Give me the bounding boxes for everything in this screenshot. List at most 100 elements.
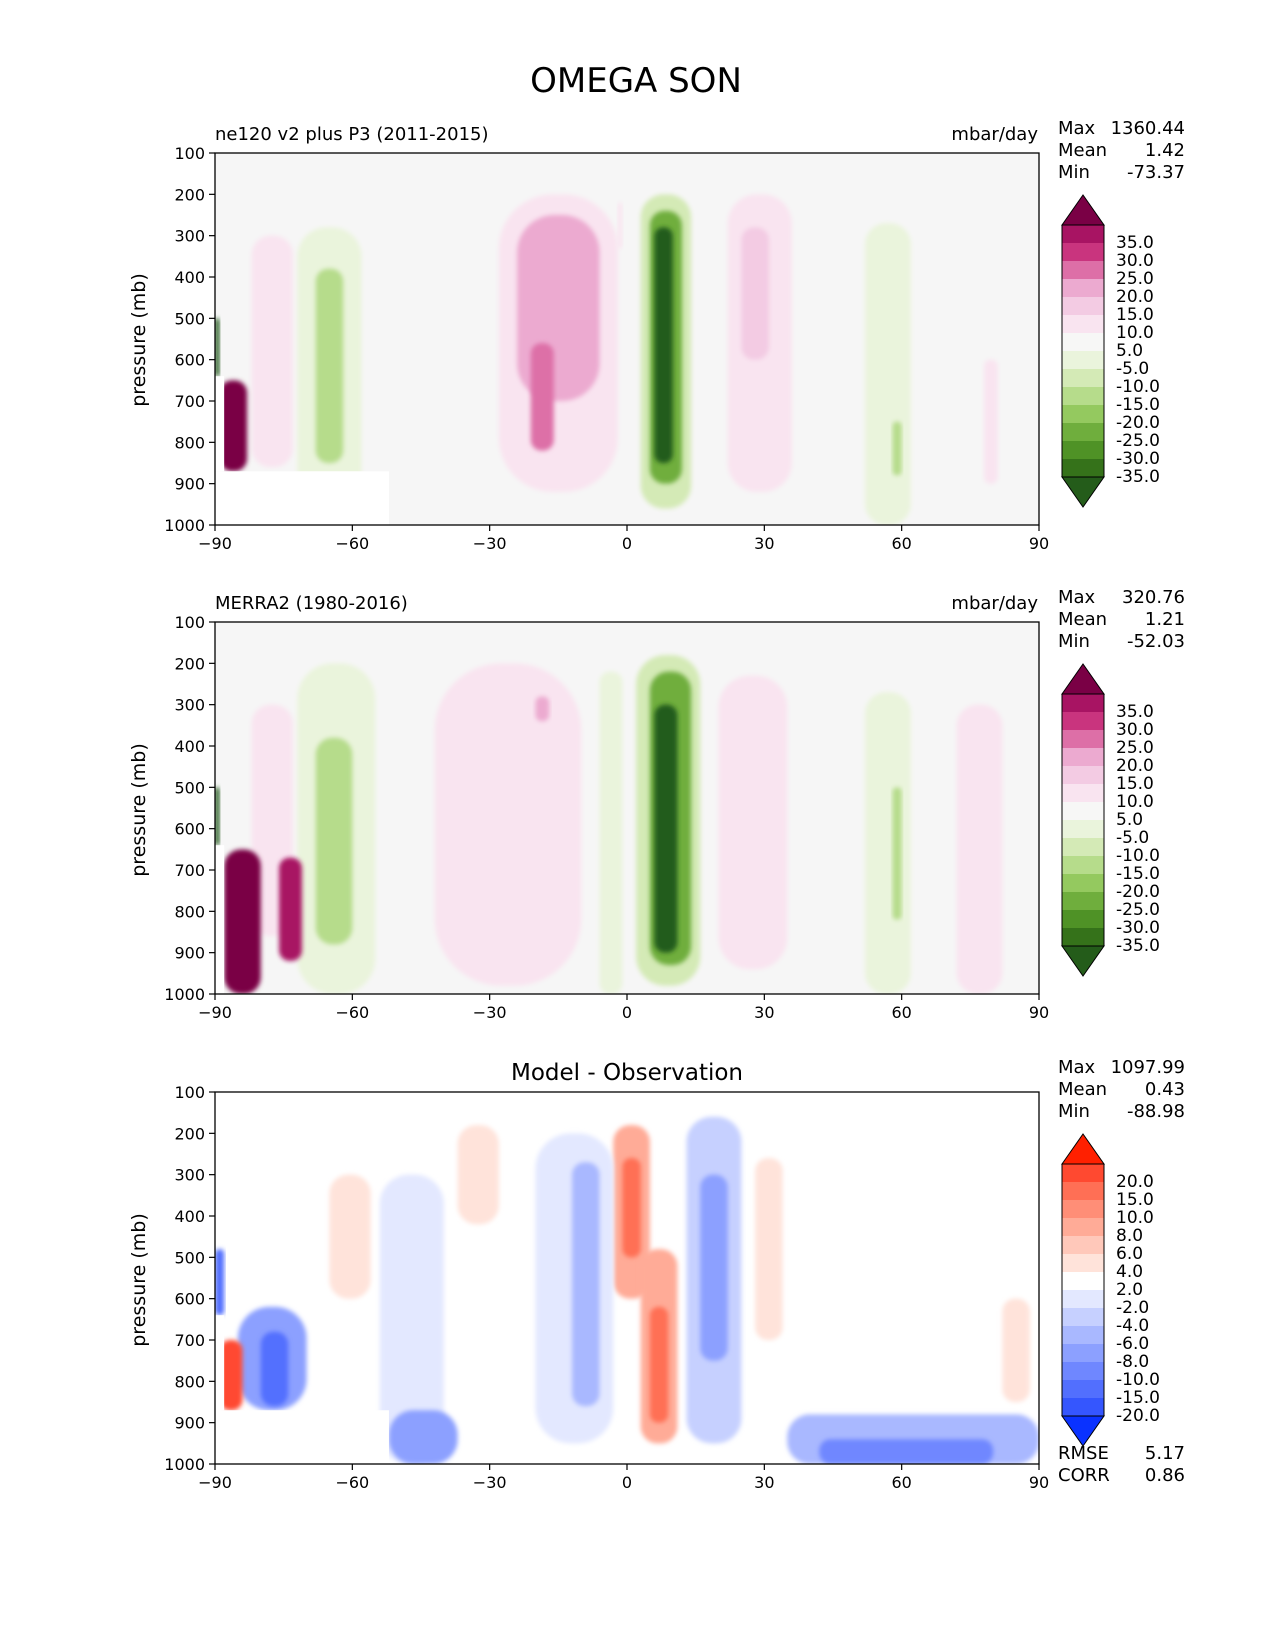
contour-region <box>215 787 220 846</box>
contour-region <box>865 223 911 525</box>
colorbar-label: 5.0 <box>1116 810 1143 830</box>
colorbar-swatch <box>1062 874 1104 892</box>
y-tick-label: 400 <box>174 1207 205 1226</box>
y-tick-label: 900 <box>174 475 205 494</box>
panel-model-min-value: -73.37 <box>1127 162 1185 183</box>
topography-mask <box>215 376 225 472</box>
panel-observation: MERRA2 (1980-2016) mbar/day pressure (mb… <box>128 587 1185 1022</box>
contour-region <box>315 268 344 463</box>
colorbar-swatch <box>1062 225 1104 243</box>
colorbar-swatch <box>1062 1398 1104 1416</box>
x-tick-label: 90 <box>1029 534 1049 553</box>
panel-difference-max-value: 1097.99 <box>1111 1057 1185 1078</box>
colorbar-label: -10.0 <box>1116 1370 1160 1390</box>
panel-model-mean-value: 1.42 <box>1145 140 1185 161</box>
colorbar-swatch <box>1062 423 1104 441</box>
y-tick-label: 300 <box>174 227 205 246</box>
colorbar-swatch <box>1062 1344 1104 1362</box>
colorbar-label: 20.0 <box>1116 756 1154 776</box>
contour-region <box>572 1162 600 1407</box>
panel-difference-min-label: Min <box>1058 1101 1090 1122</box>
colorbar-label: -35.0 <box>1116 467 1160 487</box>
colorbar-swatch <box>1062 694 1104 712</box>
colorbar-swatch <box>1062 459 1104 477</box>
colorbar-swatch <box>1062 1272 1104 1290</box>
contour-region <box>956 704 1003 994</box>
colorbar-swatch <box>1062 279 1104 297</box>
contour-region <box>892 787 902 920</box>
y-tick-label: 800 <box>174 433 205 452</box>
x-tick-label: −90 <box>198 1003 232 1022</box>
x-tick-label: 30 <box>754 1473 774 1492</box>
panel-model-ylabel: pressure (mb) <box>128 273 150 407</box>
y-tick-label: 100 <box>174 613 205 632</box>
panel-observation-min-label: Min <box>1058 631 1090 652</box>
colorbar-label: 8.0 <box>1116 1226 1143 1246</box>
contour-region <box>215 318 220 377</box>
colorbar-swatch <box>1062 297 1104 315</box>
colorbar-swatch <box>1062 802 1104 820</box>
contour-region <box>434 663 582 986</box>
panel-model: ne120 v2 plus P3 (2011-2015) mbar/day pr… <box>128 118 1185 553</box>
colorbar: 20.015.010.08.06.04.02.0-2.0-4.0-6.0-8.0… <box>1061 1133 1160 1447</box>
colorbar-swatch <box>1062 712 1104 730</box>
contour-region <box>379 1174 444 1464</box>
colorbar-label: -5.0 <box>1116 359 1149 379</box>
contour-region <box>215 1249 225 1316</box>
colorbar: 35.030.025.020.015.010.05.0-5.0-10.0-15.… <box>1061 194 1160 508</box>
contour-region <box>279 857 302 961</box>
colorbar-extend-max <box>1061 663 1105 695</box>
contour-region <box>388 1410 458 1464</box>
colorbar-label: 2.0 <box>1116 1280 1143 1300</box>
panel-model-title: ne120 v2 plus P3 (2011-2015) <box>215 124 489 145</box>
colorbar-swatch <box>1062 1290 1104 1308</box>
y-tick-label: 600 <box>174 351 205 370</box>
colorbar-label: 25.0 <box>1116 269 1154 289</box>
y-tick-label: 200 <box>174 1124 205 1143</box>
contour-region <box>260 1331 289 1407</box>
contour-region <box>1002 1298 1030 1402</box>
colorbar-swatch <box>1062 387 1104 405</box>
contour-region <box>984 359 998 484</box>
colorbar-label: 6.0 <box>1116 1244 1143 1264</box>
y-tick-label: 500 <box>174 309 205 328</box>
panel-observation-min-value: -52.03 <box>1127 631 1185 652</box>
y-tick-label: 200 <box>174 185 205 204</box>
colorbar-swatch <box>1062 1254 1104 1272</box>
y-tick-label: 600 <box>174 820 205 839</box>
contour-region <box>219 1340 243 1411</box>
contour-region <box>755 1158 783 1340</box>
contour-region <box>535 696 550 722</box>
colorbar-label: -2.0 <box>1116 1298 1149 1318</box>
colorbar-label: 25.0 <box>1116 738 1154 758</box>
colorbar-swatch <box>1062 1218 1104 1236</box>
y-tick-label: 500 <box>174 778 205 797</box>
colorbar-extend-max <box>1061 1133 1105 1165</box>
x-tick-label: −30 <box>473 1473 507 1492</box>
panel-model-max-value: 1360.44 <box>1111 118 1185 139</box>
panel-difference-title: Model - Observation <box>511 1060 743 1086</box>
colorbar-extend-min <box>1061 476 1105 508</box>
contour-region <box>530 343 554 451</box>
contour-region <box>251 235 293 468</box>
colorbar-swatch <box>1062 838 1104 856</box>
topography-mask <box>215 1315 225 1411</box>
x-tick-label: 90 <box>1029 1003 1049 1022</box>
y-tick-label: 100 <box>174 144 205 163</box>
colorbar-swatch <box>1062 784 1104 802</box>
y-tick-label: 600 <box>174 1290 205 1309</box>
colorbar-label: -35.0 <box>1116 936 1160 956</box>
contour-fields <box>215 194 998 525</box>
colorbar-swatch <box>1062 261 1104 279</box>
panel-model-mean-label: Mean <box>1058 140 1107 161</box>
panel-observation-title: MERRA2 (1980-2016) <box>215 593 408 614</box>
panel-difference-corr-value: 0.86 <box>1145 1465 1185 1486</box>
x-tick-label: −60 <box>335 534 369 553</box>
contour-region <box>457 1125 499 1225</box>
panel-difference: Model - Observation pressure (mb) Max 10… <box>128 1057 1185 1492</box>
contour-region <box>315 737 353 945</box>
y-tick-label: 900 <box>174 1414 205 1433</box>
colorbar-label: 15.0 <box>1116 774 1154 794</box>
colorbar-label: -10.0 <box>1116 846 1160 866</box>
